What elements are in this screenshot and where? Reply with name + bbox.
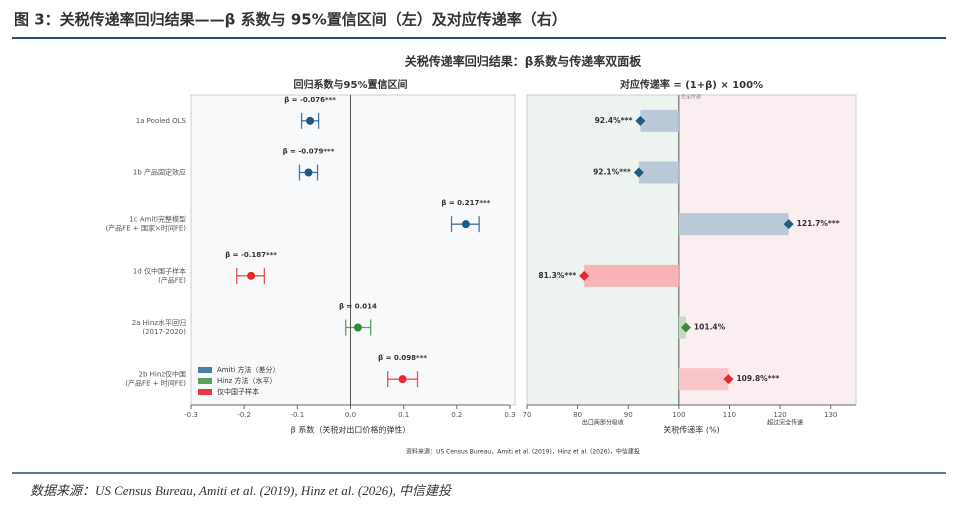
value-label: β = 0.014 [339, 303, 377, 311]
bar [584, 264, 679, 287]
marker [635, 115, 646, 126]
x-tick-label: -0.3 [184, 411, 198, 419]
marker [579, 270, 590, 281]
marker [680, 322, 691, 333]
x-tick-label: 0.0 [345, 411, 356, 419]
y-tick-label: (产品FE + 时间FE) [125, 379, 186, 388]
x-tick-label: 90 [624, 411, 633, 419]
y-tick-label: 2b Hinz仅中国 [139, 370, 186, 379]
x-tick-label: -0.1 [290, 411, 304, 419]
region-below [527, 95, 679, 405]
bar [678, 213, 789, 236]
y-tick-label: 1b 产品固定效应 [133, 168, 186, 177]
x-tick-label: 0.1 [398, 411, 409, 419]
marker [783, 219, 794, 230]
plot-area [190, 94, 516, 406]
legend-swatch [198, 378, 212, 384]
value-label: 109.8%*** [736, 374, 779, 383]
x-tick-label: 0.3 [504, 411, 515, 419]
x-axis-label: 关税传递率 (%) [663, 425, 719, 435]
suptitle: 关税传递率回归结果：β系数与传递率双面板 [405, 54, 643, 69]
value-label: β = -0.079*** [283, 148, 335, 156]
value-label: β = 0.217*** [441, 199, 490, 207]
legend-swatch [198, 367, 212, 373]
bar [638, 161, 679, 184]
marker [633, 167, 644, 178]
value-label: β = 0.098*** [378, 354, 427, 362]
x-tick-label: 0.2 [451, 411, 462, 419]
value-label: β = -0.187*** [225, 251, 277, 259]
region-above [678, 95, 856, 405]
legend-label: Hinz 方法（水平） [217, 376, 277, 385]
y-tick-label: 1a Pooled OLS [136, 117, 187, 125]
x-tick-label: 110 [723, 411, 736, 419]
bar [678, 368, 729, 391]
y-tick-label: 1d 仅中国子样本 [133, 266, 186, 275]
x-axis-label: β 系数（关税对出口价格的弹性） [291, 425, 411, 435]
y-tick-label: 1c Amiti完整模型 [129, 215, 186, 224]
figure-title: 图 3：关税传递率回归结果——β 系数与 95%置信区间（左）及对应传递率（右） [14, 11, 567, 29]
annotation: 出口商部分吸收 [582, 419, 624, 427]
source: 数据来源：US Census Bureau, Amiti et al. (201… [30, 483, 452, 498]
value-label: β = -0.076*** [284, 96, 336, 104]
value-label: 92.1%*** [593, 168, 631, 177]
panel-title: 回归系数与95%置信区间 [294, 78, 408, 91]
point [247, 271, 256, 280]
x-tick-label: -0.2 [237, 411, 251, 419]
point [304, 168, 313, 177]
x-tick-label: 80 [573, 411, 582, 419]
point [306, 116, 315, 125]
x-tick-label: 130 [824, 411, 837, 419]
panel-title: 对应传递率 = (1+β) × 100% [620, 78, 763, 91]
y-tick-label: 2a Hinz水平回归 [132, 318, 186, 327]
point [461, 220, 470, 229]
value-label: 92.4%*** [595, 116, 633, 125]
point [398, 375, 407, 384]
legend-swatch [198, 389, 212, 395]
value-label: 121.7%*** [797, 219, 840, 228]
note: 资料来源：US Census Bureau，Amiti et al. (2019… [406, 448, 640, 456]
y-tick-label: (2017-2020) [142, 328, 186, 336]
x-tick-label: 120 [773, 411, 786, 419]
annotation: 超过完全传递 [767, 419, 803, 427]
x-tick-label: 70 [523, 411, 532, 419]
marker [723, 374, 734, 385]
base-label: 完全传递 [681, 94, 701, 101]
bar [640, 109, 679, 132]
value-label: 81.3%*** [538, 271, 576, 280]
legend-label: 仅中国子样本 [217, 387, 259, 396]
y-tick-label: (产品FE + 国家×时间FE) [105, 224, 186, 233]
point [353, 323, 362, 332]
value-label: 101.4% [694, 323, 726, 332]
y-tick-label: (产品FE) [158, 275, 186, 284]
legend-label: Amiti 方法（差分） [217, 365, 279, 374]
x-tick-label: 100 [672, 411, 685, 419]
